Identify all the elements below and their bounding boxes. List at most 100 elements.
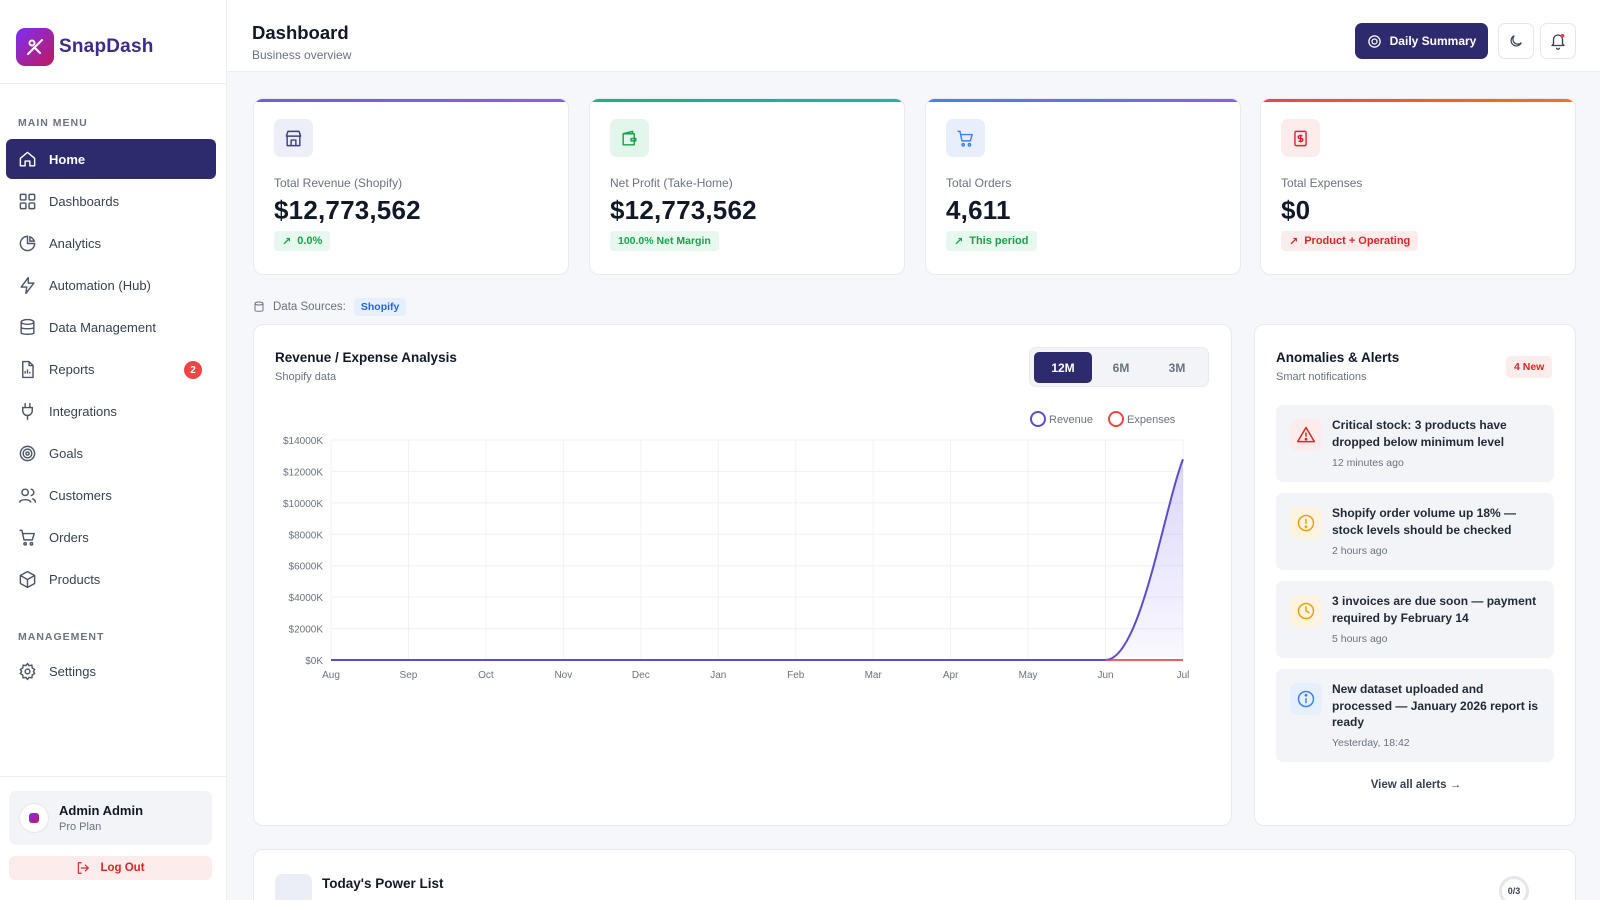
y-tick-label: $6000K [289,562,324,573]
warning-triangle-icon [1290,419,1322,451]
logout-button[interactable]: Log Out [9,856,212,880]
users-icon [18,487,37,503]
alert-item[interactable]: Critical stock: 3 products have dropped … [1276,405,1554,482]
stat-label: Net Profit (Take-Home) [610,176,733,190]
wallet-icon [610,119,649,157]
sidebar-item-data-management[interactable]: Data Management [6,307,216,347]
home-icon [19,151,36,167]
logout-label: Log Out [100,862,145,874]
alert-item[interactable]: 3 invoices are due soon — payment requir… [1276,581,1554,658]
sidebar-item-automation[interactable]: Automation (Hub) [6,265,216,305]
stat-label: Total Expenses [1281,176,1363,190]
range-12m-button[interactable]: 12M [1034,352,1092,383]
alert-item[interactable]: New dataset uploaded and processed — Jan… [1276,669,1554,762]
pie-chart-icon [19,235,36,251]
user-card[interactable]: Admin Admin Pro Plan [9,791,212,845]
sidebar-item-analytics[interactable]: Analytics [6,223,216,263]
app-name: SnapDash [59,36,154,57]
moon-icon [1510,35,1522,47]
alert-time: Yesterday, 18:42 [1332,737,1410,749]
page-subtitle: Business overview [252,48,352,62]
stat-card-orders: Total Orders 4,611 ↗ This period [925,98,1241,275]
stat-value: 4,611 [946,195,1011,225]
sidebar-item-customers[interactable]: Customers [6,475,216,515]
stat-value: $0 [1281,195,1311,225]
x-tick-label: Feb [787,670,805,681]
chart-subtitle: Shopify data [275,371,337,383]
legend-label: Revenue [1049,414,1093,426]
sidebar-item-label: Dashboards [49,193,120,209]
legend-label: Expenses [1127,414,1176,426]
sidebar-item-products[interactable]: Products [6,559,216,599]
sidebar-item-label: Reports [49,361,95,377]
sidebar-item-label: Orders [49,529,89,545]
sidebar-item-home[interactable]: Home [6,139,216,179]
stat-card-revenue: Total Revenue (Shopify) $12,773,562 ↗ 0.0… [253,98,569,275]
sidebar-item-dashboards[interactable]: Dashboards [6,181,216,221]
theme-toggle-button[interactable] [1498,23,1534,59]
main-menu-label: MAIN MENU [18,117,88,129]
sidebar-item-label: Integrations [49,403,117,419]
trend-up-icon: ↗ [954,235,964,248]
data-sources-label: Data Sources: [273,301,346,313]
sidebar-item-label: Analytics [49,235,102,251]
alerts-card: Anomalies & Alerts Smart notifications 4… [1254,324,1576,826]
x-tick-label: Jun [1097,670,1113,681]
x-tick-label: Nov [554,670,572,681]
daily-summary-button[interactable]: Daily Summary [1355,23,1488,59]
trend-up-icon: ↗ [282,235,292,248]
y-tick-label: $2000K [289,625,324,636]
view-all-alerts-link[interactable]: View all alerts → [1370,779,1462,791]
sidebar-item-label: Home [49,151,86,167]
alert-time: 12 minutes ago [1332,457,1404,469]
sidebar-item-integrations[interactable]: Integrations [6,391,216,431]
sidebar-item-orders[interactable]: Orders [6,517,216,557]
alert-item[interactable]: Shopify order volume up 18% — stock leve… [1276,493,1554,570]
x-tick-label: Jul [1177,670,1190,681]
stat-change-badge: 100.0% Net Margin [610,231,719,251]
stat-change-badge: ↗ Product + Operating [1281,231,1419,251]
range-3m-button[interactable]: 3M [1168,360,1186,375]
sidebar-item-label: Goals [49,445,83,461]
database-icon [20,318,35,335]
logout-icon [78,862,90,874]
sidebar-item-label: Settings [49,663,96,679]
stat-change-badge: ↗ 0.0% [274,231,331,251]
revenue-expense-card: Revenue / Expense Analysis Shopify data … [253,324,1232,826]
management-label: MANAGEMENT [18,631,105,643]
file-icon [22,360,34,378]
logo[interactable]: SnapDash [16,28,154,66]
avatar [19,803,49,833]
divider [0,776,226,777]
y-tick-label: $4000K [289,593,324,604]
sidebar-item-settings[interactable]: Settings [6,651,216,691]
stat-label: Total Revenue (Shopify) [274,176,403,190]
y-tick-label: $14000K [283,436,323,447]
receipt-icon [1281,119,1320,157]
x-tick-label: Sep [400,670,418,681]
x-tick-label: May [1019,670,1038,681]
bell-icon [1551,33,1565,50]
range-6m-button[interactable]: 6M [1112,360,1130,375]
alert-circle-icon [1290,507,1322,539]
alert-time: 5 hours ago [1332,633,1388,645]
x-tick-label: Oct [478,670,494,681]
y-tick-label: $10000K [283,499,323,510]
page-title: Dashboard [252,22,349,43]
alert-time: 2 hours ago [1332,545,1388,557]
sidebar-item-label: Data Management [49,319,156,335]
stat-value: $12,773,562 [274,195,421,225]
target-icon [19,445,36,461]
database-icon [254,301,264,312]
box-icon [19,570,36,588]
sidebar-item-goals[interactable]: Goals [6,433,216,473]
checklist-icon [275,874,312,900]
data-source-chip[interactable]: Shopify [353,298,407,316]
stat-value: $12,773,562 [610,195,757,225]
top-header: Dashboard Business overview Daily Summar… [227,0,1600,72]
sidebar-item-reports[interactable]: Reports 2 [6,349,216,389]
notifications-button[interactable] [1540,23,1576,59]
chart-title: Revenue / Expense Analysis [275,350,457,365]
divider [0,83,226,84]
revenue-expense-chart: $0K $2000K $4000K $6000K $8000K $10000K $12000… [283,411,1190,681]
